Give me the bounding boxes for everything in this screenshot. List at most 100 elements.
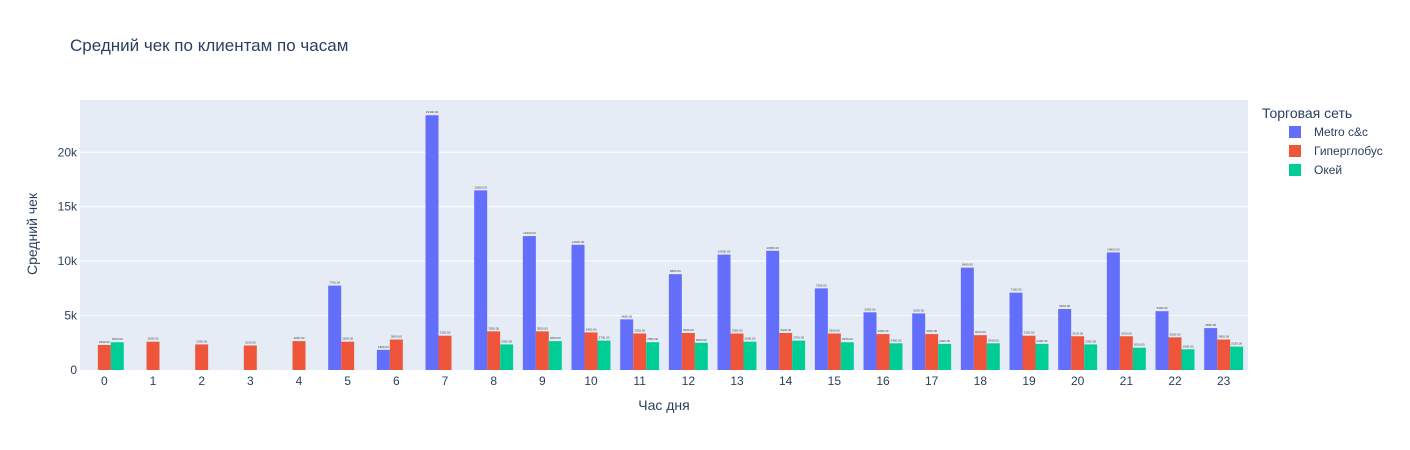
bar-data-label: 10800.00 [1107, 247, 1120, 251]
y-axis-ticks: 0 5k 10k 15k 20k [58, 145, 78, 377]
bar [827, 333, 841, 370]
bar-data-label: 2600.00 [342, 337, 353, 341]
bar-data-label: 5600.00 [1059, 304, 1070, 308]
bar [522, 236, 536, 370]
bar [973, 335, 987, 370]
bars-group [97, 115, 1244, 370]
bar [1084, 344, 1098, 370]
bar-data-label: 2450.00 [988, 338, 999, 342]
bar [292, 341, 306, 370]
y-tick-label: 20k [58, 145, 78, 159]
x-tick-label: 5 [344, 374, 351, 388]
bar [646, 342, 660, 370]
bar [889, 343, 903, 370]
bar [876, 334, 890, 370]
bar [694, 342, 708, 370]
bar [487, 331, 501, 370]
bar [1119, 336, 1133, 370]
bar-data-label: 5200.00 [913, 308, 924, 312]
x-tick-label: 23 [1217, 374, 1231, 388]
y-axis-title: Средний чек [24, 192, 40, 275]
bar-data-label: 3150.00 [440, 331, 451, 335]
bar-data-label: 3400.00 [780, 328, 791, 332]
bar [474, 190, 488, 370]
bar-data-label: 16500.00 [474, 185, 487, 189]
x-tick-label: 1 [150, 374, 157, 388]
bar-data-label: 2650.00 [550, 336, 561, 340]
legend-title: Торговая сеть [1262, 105, 1352, 121]
bar [195, 344, 209, 370]
bar-data-label: 2350.00 [1085, 339, 1096, 343]
bar-data-label: 7750.00 [329, 281, 340, 285]
bar [960, 267, 974, 370]
bar [986, 343, 1000, 370]
bar-data-label: 3550.00 [537, 326, 548, 330]
x-tick-label: 9 [539, 374, 546, 388]
bar-data-label: 3100.00 [1072, 331, 1083, 335]
bar-data-label: 3550.00 [488, 326, 499, 330]
bar-data-label: 1850.00 [378, 345, 389, 349]
bar-labels-group: 7750.00 1850.00 23400.00 16500.00 12300.00 11… [99, 110, 1242, 349]
bar [668, 274, 682, 370]
bar-data-label: 3350.00 [829, 329, 840, 333]
bar [925, 334, 939, 370]
bar-data-label: 10600.00 [718, 250, 731, 254]
bar [1168, 337, 1182, 370]
bar [1071, 336, 1085, 370]
bar-data-label: 2600.00 [745, 337, 756, 341]
x-tick-label: 19 [1022, 374, 1036, 388]
bar [620, 319, 634, 370]
bar-data-label: 2400.00 [939, 339, 950, 343]
bar-data-label: 2800.00 [391, 335, 402, 339]
bar [389, 339, 403, 370]
bar-data-label: 3300.00 [926, 329, 937, 333]
bar [584, 332, 598, 370]
plot-area [80, 100, 1248, 370]
bar [840, 342, 854, 370]
bar-data-label: 5400.00 [1157, 306, 1168, 310]
legend-item-label: Окей [1314, 163, 1342, 177]
x-tick-label: 10 [584, 374, 598, 388]
bar [863, 312, 877, 370]
bar-data-label: 7500.00 [816, 283, 827, 287]
x-tick-label: 6 [393, 374, 400, 388]
bar-data-label: 3300.00 [878, 329, 889, 333]
bar-data-label: 2400.00 [1037, 339, 1048, 343]
bar-data-label: 2350.00 [196, 339, 207, 343]
bar [792, 340, 806, 370]
x-tick-label: 16 [876, 374, 890, 388]
bar [1022, 335, 1036, 370]
bar-data-label: 2250.00 [245, 341, 256, 345]
x-axis-ticks: 0 1 2 3 4 5 6 7 8 9 10 11 12 13 14 15 16 17 18 19 20 21 22 23 [101, 374, 1231, 388]
bar [571, 244, 585, 370]
bar [535, 331, 549, 370]
x-tick-label: 14 [779, 374, 793, 388]
bar [597, 340, 611, 370]
bar [438, 335, 452, 370]
x-tick-label: 12 [682, 374, 696, 388]
x-tick-label: 21 [1120, 374, 1134, 388]
chart-title: Средний чек по клиентам по часам [70, 36, 348, 55]
bar [766, 250, 780, 370]
bar [814, 288, 828, 370]
bar [1155, 311, 1169, 370]
bar [1181, 349, 1195, 370]
bar-data-label: 3450.00 [586, 327, 597, 331]
bar-data-label: 7100.00 [1011, 288, 1022, 292]
x-tick-label: 18 [974, 374, 988, 388]
bar-data-label: 1900.00 [1183, 344, 1194, 348]
bar [681, 332, 695, 370]
bar-data-label: 2550.00 [647, 337, 658, 341]
legend-item-label: Гиперглобус [1314, 144, 1383, 158]
bar-data-label: 2700.00 [793, 336, 804, 340]
bar-data-label: 3350.00 [732, 329, 743, 333]
bar [1230, 346, 1244, 370]
bar-data-label: 11500.00 [572, 240, 585, 244]
bar [1204, 328, 1218, 370]
x-tick-label: 2 [198, 374, 205, 388]
bar-data-label: 3350.00 [634, 329, 645, 333]
bar [1035, 343, 1049, 370]
bar-data-label: 2700.00 [599, 336, 610, 340]
bar-data-label: 2550.00 [112, 337, 123, 341]
